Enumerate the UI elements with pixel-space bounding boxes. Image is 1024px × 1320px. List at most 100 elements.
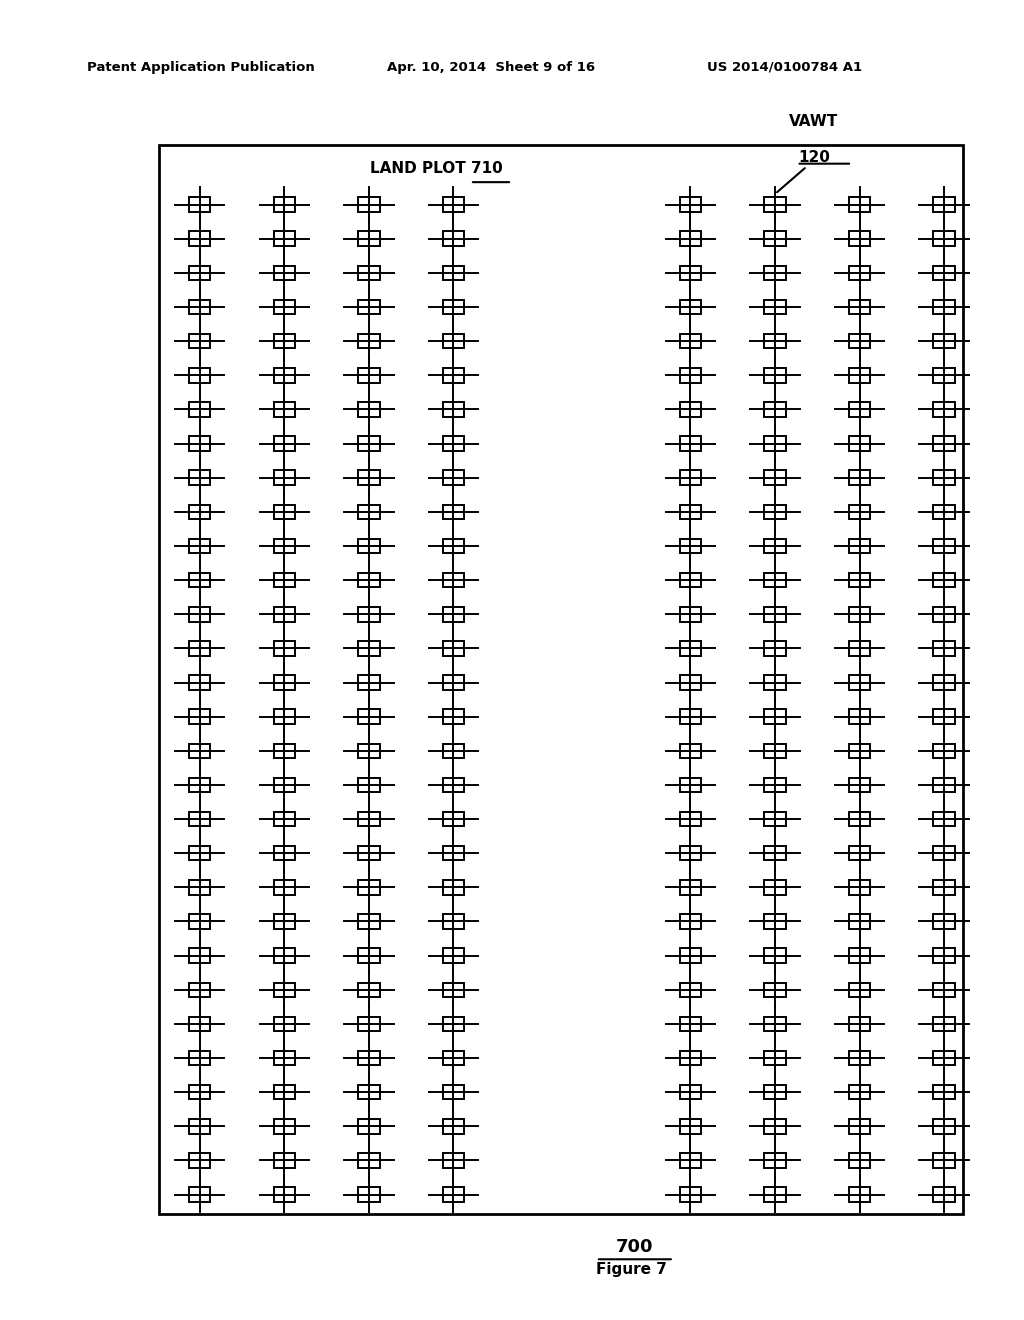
Bar (849, 846, 870, 861)
Bar (188, 607, 211, 622)
Bar (358, 743, 380, 758)
Bar (764, 948, 785, 962)
Bar (764, 368, 785, 383)
Bar (273, 777, 295, 792)
Bar (188, 948, 211, 962)
Bar (764, 982, 785, 997)
Bar (934, 504, 954, 519)
Bar (358, 1016, 380, 1031)
Bar (442, 948, 464, 962)
Bar (849, 642, 870, 656)
Bar (442, 812, 464, 826)
Bar (188, 437, 211, 451)
Bar (680, 880, 701, 895)
Bar (764, 573, 785, 587)
Bar (188, 982, 211, 997)
Bar (849, 880, 870, 895)
Bar (273, 607, 295, 622)
Bar (934, 265, 954, 280)
Text: VAWT: VAWT (788, 115, 838, 129)
Bar (680, 539, 701, 553)
Bar (934, 948, 954, 962)
Bar (764, 504, 785, 519)
Bar (680, 846, 701, 861)
Bar (764, 743, 785, 758)
Bar (442, 504, 464, 519)
Bar (849, 368, 870, 383)
Bar (680, 1051, 701, 1065)
Bar (442, 1085, 464, 1100)
Bar (849, 300, 870, 314)
Bar (849, 437, 870, 451)
Bar (273, 504, 295, 519)
Bar (680, 265, 701, 280)
Bar (273, 1188, 295, 1203)
Text: Patent Application Publication: Patent Application Publication (87, 61, 314, 74)
Bar (934, 607, 954, 622)
Bar (273, 573, 295, 587)
Bar (273, 915, 295, 929)
Bar (442, 231, 464, 246)
Bar (442, 676, 464, 690)
Bar (764, 265, 785, 280)
Bar (273, 709, 295, 723)
Bar (358, 1119, 380, 1134)
Bar (680, 777, 701, 792)
Bar (358, 777, 380, 792)
Bar (849, 539, 870, 553)
Bar (188, 1188, 211, 1203)
Bar (849, 948, 870, 962)
Bar (934, 676, 954, 690)
Bar (764, 1154, 785, 1168)
Bar (188, 368, 211, 383)
Bar (442, 539, 464, 553)
Bar (188, 743, 211, 758)
Bar (358, 265, 380, 280)
Bar (273, 368, 295, 383)
Bar (934, 982, 954, 997)
Bar (358, 709, 380, 723)
Bar (188, 777, 211, 792)
Bar (358, 504, 380, 519)
Bar (680, 1188, 701, 1203)
Bar (849, 470, 870, 484)
Bar (442, 982, 464, 997)
Bar (188, 1154, 211, 1168)
Bar (442, 573, 464, 587)
Bar (188, 709, 211, 723)
Bar (358, 1085, 380, 1100)
Bar (934, 915, 954, 929)
Bar (849, 334, 870, 348)
Bar (680, 982, 701, 997)
Bar (188, 880, 211, 895)
Bar (680, 812, 701, 826)
Bar (442, 265, 464, 280)
Bar (764, 1085, 785, 1100)
Bar (680, 709, 701, 723)
Bar (358, 437, 380, 451)
Bar (188, 1085, 211, 1100)
Bar (358, 1154, 380, 1168)
Bar (273, 812, 295, 826)
Bar (934, 880, 954, 895)
Bar (934, 1119, 954, 1134)
Bar (934, 743, 954, 758)
Bar (188, 573, 211, 587)
Bar (442, 368, 464, 383)
Bar (764, 300, 785, 314)
Bar (358, 1188, 380, 1203)
Bar (442, 1188, 464, 1203)
Text: 710: 710 (471, 161, 503, 177)
Bar (680, 1016, 701, 1031)
Bar (273, 1085, 295, 1100)
Bar (188, 265, 211, 280)
Bar (442, 1119, 464, 1134)
Bar (273, 948, 295, 962)
Bar (188, 812, 211, 826)
Bar (358, 403, 380, 417)
Bar (358, 334, 380, 348)
Bar (273, 265, 295, 280)
Bar (849, 573, 870, 587)
Bar (934, 197, 954, 211)
Bar (188, 300, 211, 314)
